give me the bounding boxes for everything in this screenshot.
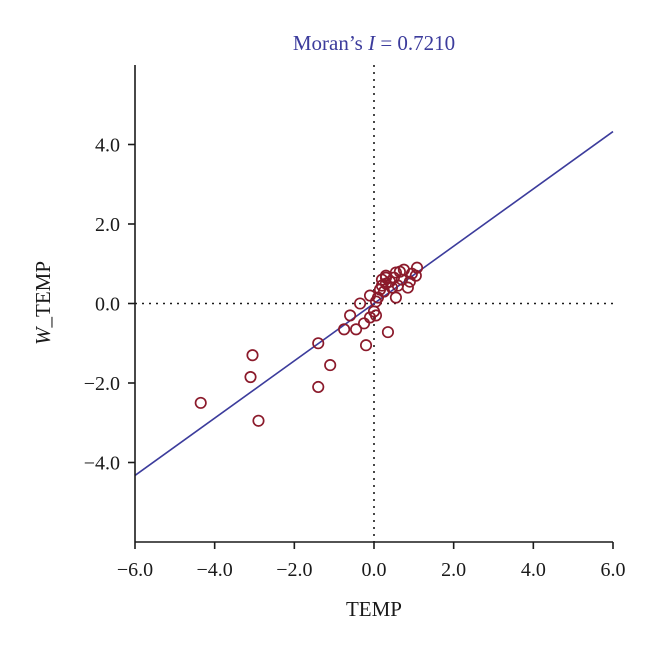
y-tick-label: 2.0 xyxy=(95,214,120,236)
chart-title-suffix: = 0.7210 xyxy=(375,31,455,55)
y-axis-label-italic: W xyxy=(31,325,55,345)
data-point xyxy=(357,317,371,330)
chart-title-italic: I xyxy=(367,31,376,55)
x-tick-label: −4.0 xyxy=(197,559,233,581)
x-tick-label: 4.0 xyxy=(521,559,546,581)
x-tick-label: 2.0 xyxy=(441,559,466,581)
data-point xyxy=(359,339,373,352)
plot-area xyxy=(134,65,614,542)
y-tick-label: −2.0 xyxy=(84,373,120,395)
data-point xyxy=(369,309,383,322)
regression-line xyxy=(134,130,614,477)
data-point xyxy=(312,337,325,350)
y-axis-label: W_TEMP xyxy=(31,261,55,345)
chart-title-prefix: Moran’s xyxy=(293,31,368,55)
data-point xyxy=(410,261,424,274)
data-point xyxy=(194,396,207,409)
x-axis-ticks: −6.0 −4.0 −2.0 0.0 2.0 4.0 6.0 xyxy=(117,542,626,581)
x-tick-label: −6.0 xyxy=(117,559,153,581)
data-point xyxy=(244,370,257,384)
data-point xyxy=(363,311,377,324)
y-tick-label: 4.0 xyxy=(95,135,120,157)
y-axis-ticks: −4.0 −2.0 0.0 2.0 4.0 xyxy=(84,135,135,475)
data-point xyxy=(324,359,337,372)
data-point xyxy=(409,269,422,282)
data-point xyxy=(401,281,414,294)
data-point xyxy=(252,414,265,427)
data-point xyxy=(354,297,367,310)
x-tick-label: 0.0 xyxy=(362,559,387,581)
y-tick-label: 0.0 xyxy=(95,294,120,316)
x-axis-label: TEMP xyxy=(346,597,402,621)
chart-title: Moran’s I = 0.7210 xyxy=(293,31,455,55)
data-point xyxy=(389,266,402,279)
x-tick-label: −2.0 xyxy=(276,559,312,581)
y-tick-label: −4.0 xyxy=(84,453,120,475)
data-point xyxy=(246,349,259,362)
data-point xyxy=(389,291,402,304)
data-point xyxy=(344,309,357,322)
data-point xyxy=(350,323,363,336)
x-tick-label: 6.0 xyxy=(601,559,626,581)
data-point xyxy=(375,273,389,286)
y-axis-label-rest: _TEMP xyxy=(31,261,55,329)
data-point xyxy=(381,326,394,339)
data-point xyxy=(312,380,325,394)
data-points xyxy=(194,261,424,427)
data-point xyxy=(338,323,351,336)
